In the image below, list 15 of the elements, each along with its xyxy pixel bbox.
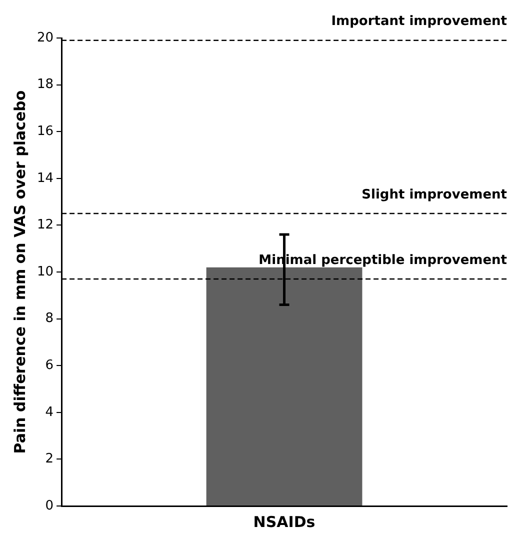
y-axis-title: Pain difference in mm on VAS over placebo (10, 90, 29, 454)
x-tick-label: NSAIDs (253, 512, 316, 531)
y-tick-label: 18 (36, 77, 54, 92)
ref-line-label: Important improvement (331, 14, 507, 30)
y-tick-label: 2 (45, 452, 54, 467)
y-tick-label: 12 (36, 218, 54, 233)
y-tick-label: 14 (36, 170, 54, 186)
y-tick-label: 20 (36, 30, 54, 46)
y-tick-label: 0 (45, 498, 54, 514)
ref-line-label: Slight improvement (362, 187, 507, 202)
y-tick-label: 6 (45, 358, 54, 373)
y-tick-label: 16 (36, 124, 54, 139)
y-tick-label: 10 (36, 264, 54, 280)
y-tick-label: 8 (45, 311, 54, 326)
y-tick-label: 4 (45, 404, 54, 420)
